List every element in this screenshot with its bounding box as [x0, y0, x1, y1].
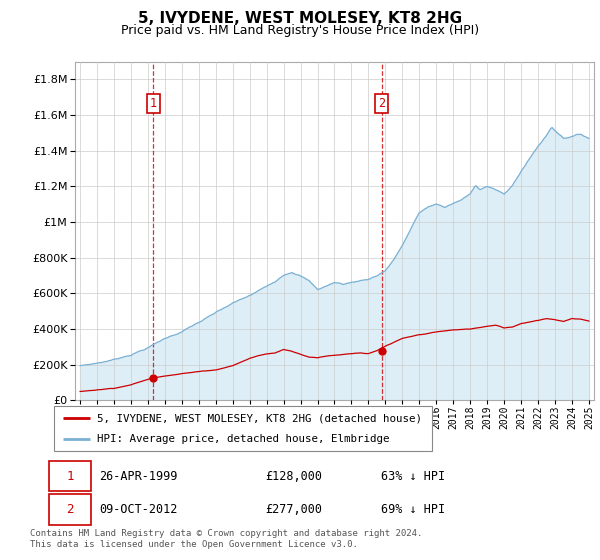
FancyBboxPatch shape	[49, 460, 91, 492]
Text: Contains HM Land Registry data © Crown copyright and database right 2024.
This d: Contains HM Land Registry data © Crown c…	[30, 529, 422, 549]
Text: 2: 2	[378, 97, 385, 110]
Text: 09-OCT-2012: 09-OCT-2012	[99, 503, 177, 516]
Text: 63% ↓ HPI: 63% ↓ HPI	[382, 469, 445, 483]
FancyBboxPatch shape	[49, 494, 91, 525]
Text: £277,000: £277,000	[265, 503, 322, 516]
Text: 1: 1	[149, 97, 157, 110]
Text: 69% ↓ HPI: 69% ↓ HPI	[382, 503, 445, 516]
Text: £128,000: £128,000	[265, 469, 322, 483]
Text: 5, IVYDENE, WEST MOLESEY, KT8 2HG: 5, IVYDENE, WEST MOLESEY, KT8 2HG	[138, 11, 462, 26]
Text: 1: 1	[66, 469, 74, 483]
FancyBboxPatch shape	[54, 406, 432, 451]
Text: HPI: Average price, detached house, Elmbridge: HPI: Average price, detached house, Elmb…	[97, 433, 390, 444]
Text: Price paid vs. HM Land Registry's House Price Index (HPI): Price paid vs. HM Land Registry's House …	[121, 24, 479, 36]
Text: 2: 2	[66, 503, 74, 516]
Text: 26-APR-1999: 26-APR-1999	[99, 469, 177, 483]
Text: 5, IVYDENE, WEST MOLESEY, KT8 2HG (detached house): 5, IVYDENE, WEST MOLESEY, KT8 2HG (detac…	[97, 413, 422, 423]
